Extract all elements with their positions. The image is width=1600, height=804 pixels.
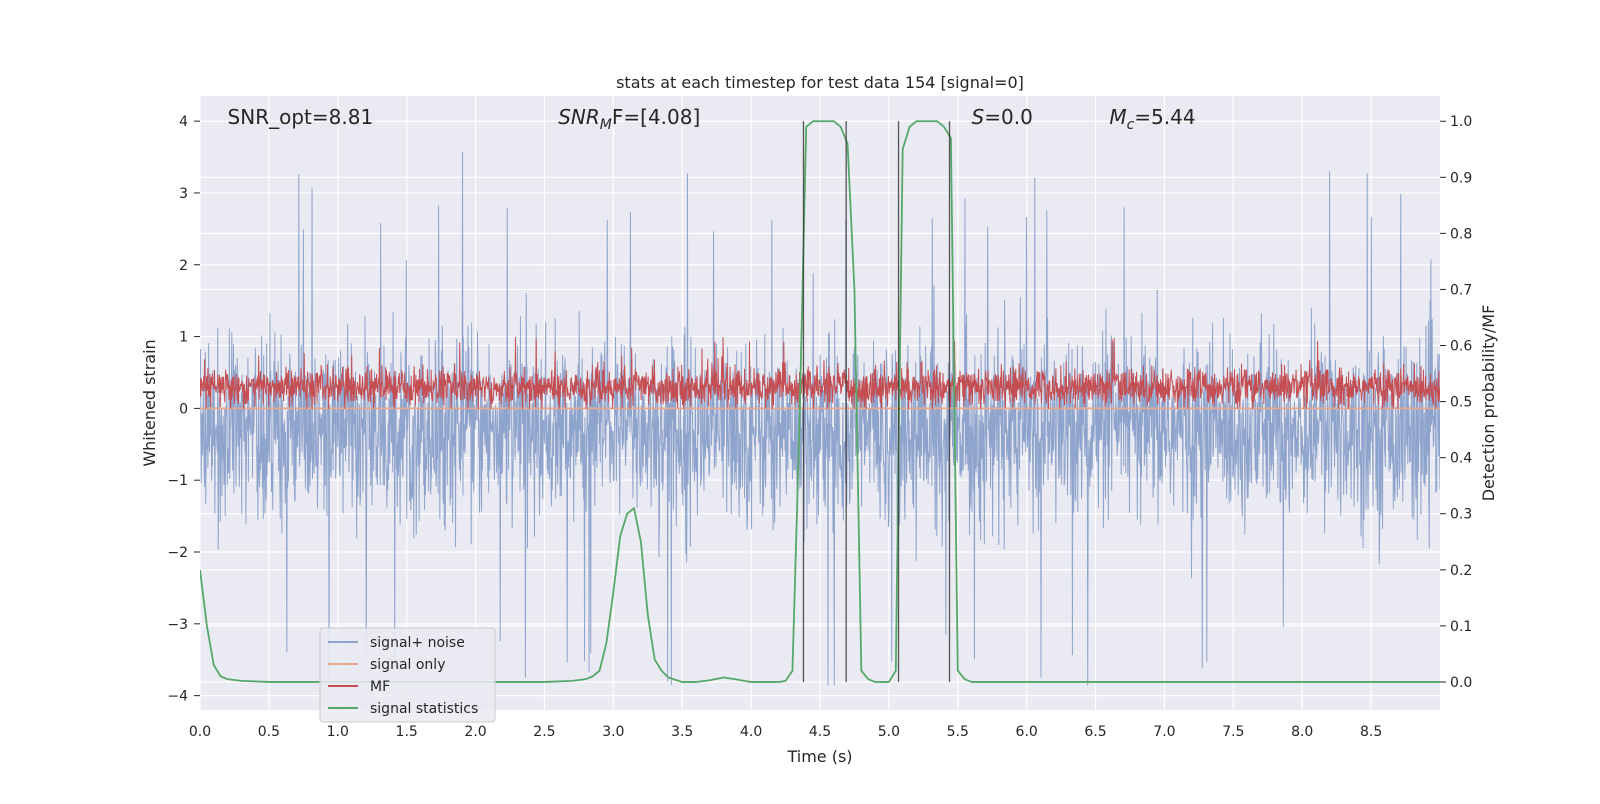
y-right-axis-label: Detection probability/MF [1479, 305, 1498, 502]
x-tick-label: 6.0 [1016, 724, 1038, 740]
legend-box [319, 627, 496, 723]
x-tick-label: 1.5 [396, 724, 418, 740]
y-left-tick-label: 3 [179, 186, 188, 202]
y-left-tick-label: −4 [167, 689, 188, 705]
y-right-tick-label: 1.0 [1450, 114, 1472, 130]
annotation-text: SNRMF=[4.08] [558, 105, 700, 133]
x-tick-label: 8.0 [1291, 724, 1313, 740]
annotation-suffix: =0.0 [984, 105, 1033, 129]
series-signal-statistics [200, 120, 1440, 683]
y-right-tick-label: 0.5 [1450, 395, 1472, 411]
x-tick-label: 4.5 [809, 724, 831, 740]
x-axis-label: Time (s) [786, 747, 852, 766]
annotation-prefix: S [972, 105, 985, 129]
x-tick-label: 1.0 [327, 724, 349, 740]
legend-label: MF [370, 679, 390, 695]
annotation-subscript: M [600, 117, 612, 133]
y-left-tick-label: 4 [179, 114, 188, 130]
y-right-tick-label: 0.3 [1450, 507, 1472, 523]
legend-label: signal+ noise [370, 635, 465, 651]
annotation-suffix: F=[4.08] [612, 105, 700, 129]
x-tick-label: 4.0 [740, 724, 762, 740]
x-tick-label: 7.0 [1153, 724, 1175, 740]
series-layer [200, 120, 1440, 686]
y-right-tick-label: 0.4 [1450, 451, 1472, 467]
annotation-prefix: SNR_opt=8.81 [228, 105, 374, 129]
y-right-axis-ticks: 1.0 0.9 0.8 0.7 0.6 0.5 0.4 0.3 0.2 0.1 0.0 [1440, 114, 1472, 691]
annotation-text: Mc=5.44 [1109, 105, 1195, 133]
annotations: SNR_opt=8.81 SNRMF=[4.08] S=0.0 Mc=5.44 [228, 105, 1196, 133]
annotation-text: S=0.0 [972, 105, 1033, 129]
x-axis-ticks: 0.0 0.5 1.0 1.5 2.0 2.5 3.0 3.5 4.0 4.5 5.0 5.5 6.0 6… [189, 724, 1382, 740]
y-left-tick-label: 1 [179, 330, 188, 346]
annotation-text: SNR_opt=8.81 [228, 105, 374, 129]
y-right-tick-label: 0.7 [1450, 282, 1472, 298]
series-mf [200, 336, 1440, 409]
chart-title: stats at each timestep for test data 154… [616, 73, 1024, 92]
x-tick-label: 5.0 [878, 724, 900, 740]
y-left-tick-label: 2 [179, 258, 188, 274]
annotation-prefix: SNR [558, 105, 600, 129]
annotation-subscript: c [1127, 117, 1135, 133]
y-right-tick-label: 0.6 [1450, 339, 1472, 355]
x-tick-label: 5.5 [947, 724, 969, 740]
y-left-tick-label: −2 [167, 545, 188, 561]
y-right-tick-label: 0.8 [1450, 226, 1472, 242]
x-tick-label: 6.5 [1084, 724, 1106, 740]
y-left-tick-label: 0 [179, 401, 188, 417]
legend-label: signal statistics [370, 701, 478, 717]
x-tick-label: 0.5 [258, 724, 280, 740]
y-right-tick-label: 0.1 [1450, 619, 1472, 635]
vertical-lines [802, 121, 951, 682]
x-tick-label: 3.5 [671, 724, 693, 740]
y-right-tick-label: 0.9 [1450, 170, 1472, 186]
y-left-tick-label: −3 [167, 617, 188, 633]
x-tick-label: 7.5 [1222, 724, 1244, 740]
y-right-tick-label: 0.2 [1450, 563, 1472, 579]
x-tick-label: 8.5 [1360, 724, 1382, 740]
legend-label: signal only [370, 657, 445, 673]
y-right-tick-label: 0.0 [1450, 675, 1472, 691]
annotation-suffix: =5.44 [1134, 105, 1195, 129]
x-tick-label: 2.0 [464, 724, 486, 740]
x-tick-label: 2.5 [533, 724, 555, 740]
y-left-tick-label: −1 [167, 473, 188, 489]
x-tick-label: 0.0 [189, 724, 211, 740]
y-left-axis-label: Whitened strain [140, 339, 159, 466]
annotation-prefix: M [1109, 105, 1126, 129]
y-left-axis-ticks: 4 3 2 1 0 −1 −2 −3 −4 [167, 114, 200, 705]
series-signal-noise [200, 151, 1440, 686]
legend: signal+ noise signal only MF signal statist… [319, 627, 496, 723]
x-tick-label: 3.0 [602, 724, 624, 740]
